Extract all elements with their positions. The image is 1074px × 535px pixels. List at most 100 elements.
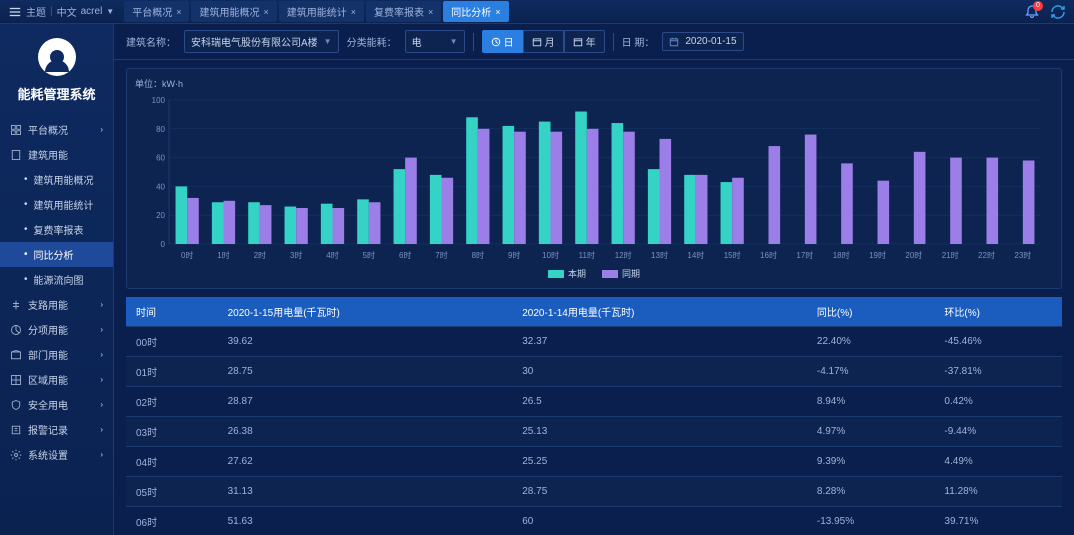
svg-text:4时: 4时 <box>326 250 338 260</box>
nav-sub-item[interactable]: 能源流向图 <box>0 267 113 292</box>
region-icon <box>10 374 22 386</box>
tab-close-icon[interactable]: × <box>176 7 181 17</box>
svg-text:18时: 18时 <box>833 250 850 260</box>
topbar: 主题 | 中文 acrel ▼ 平台概况×建筑用能概况×建筑用能统计×复费率报表… <box>0 0 1074 24</box>
svg-text:100: 100 <box>152 96 166 105</box>
table-header: 2020-1-14用电量(千瓦时) <box>512 297 807 327</box>
nav-sub-item[interactable]: 复费率报表 <box>0 217 113 242</box>
svg-text:23时: 23时 <box>1014 250 1031 260</box>
table-header: 同比(%) <box>807 297 935 327</box>
nav-item[interactable]: 部门用能› <box>0 342 113 367</box>
bar-chart: 0204060801000时1时2时3时4时5时6时7时8时9时10时11时12… <box>135 94 1053 262</box>
lang-label[interactable]: 中文 <box>57 4 77 19</box>
tab-close-icon[interactable]: × <box>428 7 433 17</box>
svg-text:20时: 20时 <box>905 250 922 260</box>
period-button[interactable]: 年 <box>564 30 605 53</box>
table-row: 05时31.1328.758.28%11.28% <box>126 477 1062 507</box>
svg-text:21时: 21时 <box>942 250 959 260</box>
svg-text:8时: 8时 <box>472 250 484 260</box>
table-row: 01时28.7530-4.17%-37.81% <box>126 357 1062 387</box>
svg-text:5时: 5时 <box>363 250 375 260</box>
svg-text:1时: 1时 <box>217 250 229 260</box>
legend-item[interactable]: 同期 <box>602 267 640 280</box>
svg-text:15时: 15时 <box>724 250 741 260</box>
branch-icon <box>10 299 22 311</box>
tab[interactable]: 同比分析× <box>443 1 508 22</box>
tab-close-icon[interactable]: × <box>351 7 356 17</box>
type-select[interactable]: 电 ▼ <box>405 30 465 53</box>
data-table: 时间2020-1-15用电量(千瓦时)2020-1-14用电量(千瓦时)同比(%… <box>126 297 1062 535</box>
dept-icon <box>10 349 22 361</box>
date-input[interactable]: 2020-01-15 <box>662 32 743 51</box>
app-title: 能耗管理系统 <box>0 84 113 103</box>
period-button[interactable]: 日 <box>482 30 523 53</box>
table-header: 时间 <box>126 297 218 327</box>
table-row: 04时27.6225.259.39%4.49% <box>126 447 1062 477</box>
svg-text:14时: 14时 <box>687 250 704 260</box>
nav-item[interactable]: 支路用能› <box>0 292 113 317</box>
svg-text:16时: 16时 <box>760 250 777 260</box>
chart-legend: 本期 同期 <box>135 267 1053 280</box>
table-row: 00时39.6232.3722.40%-45.46% <box>126 327 1062 357</box>
svg-text:11时: 11时 <box>579 250 595 260</box>
tab[interactable]: 平台概况× <box>124 1 189 22</box>
svg-text:19时: 19时 <box>869 250 886 260</box>
menu-toggle-icon[interactable] <box>8 5 22 19</box>
svg-text:13时: 13时 <box>651 250 668 260</box>
building-select[interactable]: 安科瑞电气股份有限公司A楼 ▼ <box>184 30 339 53</box>
svg-text:10时: 10时 <box>542 250 559 260</box>
nav-item[interactable]: 平台概况› <box>0 117 113 142</box>
type-label: 分类能耗： <box>347 34 397 49</box>
avatar-icon <box>38 38 76 76</box>
building-label: 建筑名称： <box>126 34 176 49</box>
chart-panel: 单位：kW·h 0204060801000时1时2时3时4时5时6时7时8时9时… <box>126 68 1062 289</box>
svg-text:3时: 3时 <box>290 250 302 260</box>
svg-text:40: 40 <box>156 182 165 191</box>
legend-item[interactable]: 本期 <box>548 267 586 280</box>
user-label[interactable]: acrel <box>81 6 103 17</box>
tab[interactable]: 复费率报表× <box>366 1 441 22</box>
nav-item[interactable]: 报警记录› <box>0 417 113 442</box>
svg-text:0: 0 <box>161 240 166 249</box>
nav-item[interactable]: 分项用能› <box>0 317 113 342</box>
svg-text:9时: 9时 <box>508 250 520 260</box>
safe-icon <box>10 399 22 411</box>
nav-sub-item[interactable]: 建筑用能概况 <box>0 167 113 192</box>
notification-count: 0 <box>1033 1 1043 11</box>
tab[interactable]: 建筑用能统计× <box>279 1 364 22</box>
filter-bar: 建筑名称： 安科瑞电气股份有限公司A楼 ▼ 分类能耗： 电 ▼ 日月年 日 期：… <box>114 24 1074 60</box>
table-row: 06时51.6360-13.95%39.71% <box>126 507 1062 535</box>
table-row: 03时26.3825.134.97%-9.44% <box>126 417 1062 447</box>
period-button[interactable]: 月 <box>523 30 564 53</box>
table-header: 环比(%) <box>934 297 1062 327</box>
refresh-icon[interactable] <box>1050 4 1066 20</box>
building-icon <box>10 149 22 161</box>
dashboard-icon <box>10 124 22 136</box>
tab-close-icon[interactable]: × <box>263 7 268 17</box>
nav-item[interactable]: 区域用能› <box>0 367 113 392</box>
settings-icon <box>10 449 22 461</box>
svg-text:7时: 7时 <box>435 250 447 260</box>
open-tabs: 平台概况×建筑用能概况×建筑用能统计×复费率报表×同比分析× <box>124 1 508 22</box>
svg-text:0时: 0时 <box>181 250 193 260</box>
notification-bell-icon[interactable]: 0 <box>1024 4 1040 20</box>
period-button-group: 日月年 <box>482 30 605 53</box>
nav-item[interactable]: 建筑用能 <box>0 142 113 167</box>
svg-text:22时: 22时 <box>978 250 995 260</box>
chart-unit-label: 单位：kW·h <box>135 77 1053 90</box>
nav-item[interactable]: 安全用电› <box>0 392 113 417</box>
logo-block: 能耗管理系统 <box>0 24 113 117</box>
tab-close-icon[interactable]: × <box>495 7 500 17</box>
svg-text:2时: 2时 <box>254 250 266 260</box>
nav-sub-item[interactable]: 建筑用能统计 <box>0 192 113 217</box>
tab[interactable]: 建筑用能概况× <box>191 1 276 22</box>
alarm-icon <box>10 424 22 436</box>
nav-sub-item[interactable]: 同比分析 <box>0 242 113 267</box>
svg-text:60: 60 <box>156 154 165 163</box>
theme-label[interactable]: 主题 <box>26 4 46 19</box>
sidebar: 能耗管理系统 平台概况›建筑用能建筑用能概况建筑用能统计复费率报表同比分析能源流… <box>0 24 114 535</box>
svg-text:80: 80 <box>156 125 165 134</box>
category-icon <box>10 324 22 336</box>
nav-item[interactable]: 系统设置› <box>0 442 113 467</box>
date-label: 日 期： <box>622 34 655 49</box>
